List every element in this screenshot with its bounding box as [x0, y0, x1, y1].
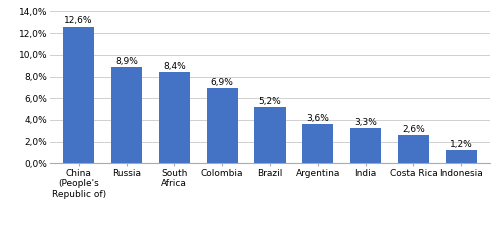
- Text: 6,9%: 6,9%: [210, 78, 234, 87]
- Bar: [302, 124, 334, 163]
- Bar: [446, 151, 477, 163]
- Text: 3,6%: 3,6%: [306, 114, 330, 123]
- Text: 1,2%: 1,2%: [450, 140, 472, 149]
- Bar: [398, 135, 429, 163]
- Text: 8,4%: 8,4%: [163, 62, 186, 71]
- Bar: [159, 72, 190, 163]
- Text: 3,3%: 3,3%: [354, 118, 377, 126]
- Text: 2,6%: 2,6%: [402, 125, 425, 134]
- Text: 5,2%: 5,2%: [258, 97, 281, 106]
- Text: 12,6%: 12,6%: [64, 17, 93, 25]
- Bar: [350, 128, 381, 163]
- Bar: [254, 107, 286, 163]
- Bar: [206, 89, 238, 163]
- Bar: [111, 67, 142, 163]
- Bar: [63, 27, 94, 163]
- Text: 8,9%: 8,9%: [115, 57, 138, 66]
